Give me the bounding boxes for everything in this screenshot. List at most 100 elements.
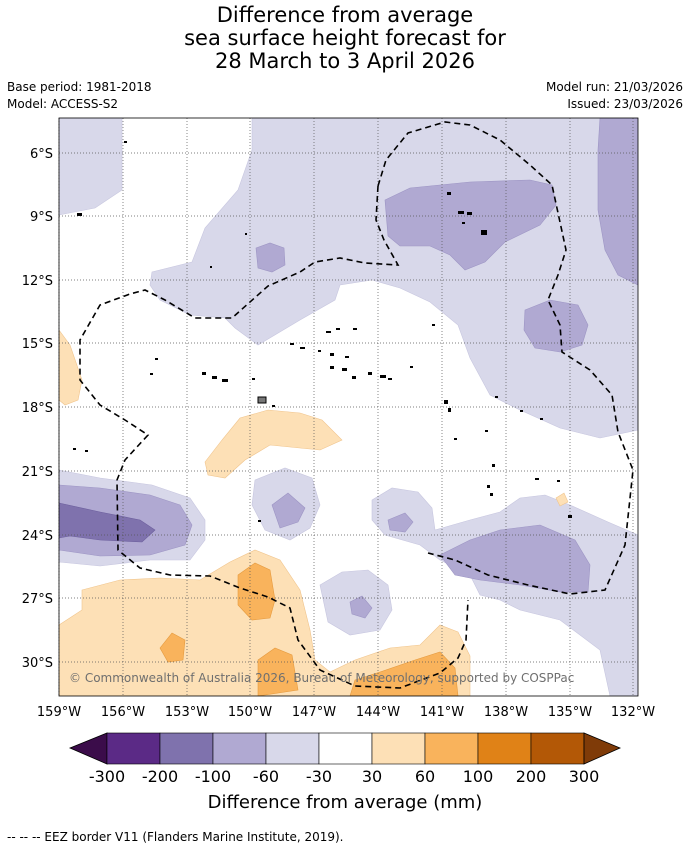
colorbar-extend-high xyxy=(583,732,622,765)
title-line-3: 28 March to 3 April 2026 xyxy=(215,49,475,73)
colorbar-ticks: -300 -200 -100 -60 -30 30 60 100 200 300 xyxy=(89,767,599,786)
colorbar-segment xyxy=(159,732,214,765)
colorbar-tick: -200 xyxy=(142,767,178,786)
model-run: Model run: 21/03/2026 xyxy=(545,80,683,94)
lat-label: 30°S xyxy=(22,656,53,671)
lon-label: 153°W xyxy=(165,705,209,720)
lat-label: 24°S xyxy=(22,529,53,544)
island xyxy=(557,480,560,482)
eez-legend: -- -- -- EEZ border V11 (Flanders Marine… xyxy=(7,830,344,844)
anomaly-region xyxy=(59,118,123,216)
anomaly-region xyxy=(237,562,276,621)
colorbar-segment xyxy=(318,732,373,765)
colorbar-segment xyxy=(477,732,532,765)
copyright-notice: © Commonwealth of Australia 2026, Bureau… xyxy=(69,671,574,685)
anomaly-region xyxy=(159,632,186,663)
lon-label: 138°W xyxy=(484,705,528,720)
lat-label: 9°S xyxy=(30,210,53,225)
island xyxy=(326,331,331,333)
island xyxy=(410,366,413,368)
lon-label: 156°W xyxy=(101,705,145,720)
island xyxy=(252,378,255,380)
colorbar-tick: -30 xyxy=(306,767,332,786)
island xyxy=(448,408,451,412)
island xyxy=(73,448,76,450)
lon-label: 147°W xyxy=(292,705,336,720)
island xyxy=(535,478,539,480)
eez-borders xyxy=(79,121,634,689)
island xyxy=(352,376,356,379)
island xyxy=(342,368,347,371)
anomaly-region xyxy=(204,409,343,479)
island xyxy=(492,464,495,467)
island xyxy=(380,375,386,378)
island xyxy=(257,396,267,404)
colorbar-extend-low xyxy=(68,732,108,765)
lon-label: 132°W xyxy=(611,705,655,720)
island xyxy=(540,418,543,420)
lon-label: 135°W xyxy=(548,705,592,720)
anomaly-region xyxy=(59,329,83,406)
chart-title: Difference from average sea surface heig… xyxy=(0,4,690,73)
lat-label: 15°S xyxy=(22,337,53,352)
island xyxy=(353,328,357,330)
colorbar-segment xyxy=(265,732,320,765)
island xyxy=(155,358,158,360)
islands xyxy=(73,141,572,522)
colorbar-tick: 60 xyxy=(415,767,435,786)
island xyxy=(300,347,305,349)
island xyxy=(77,213,82,216)
island xyxy=(150,373,153,375)
anomaly-region xyxy=(523,299,589,353)
island xyxy=(330,353,334,356)
title-line-1: Difference from average xyxy=(216,3,474,27)
anomaly-field xyxy=(59,118,638,696)
issued-date: Issued: 23/03/2026 xyxy=(567,97,683,111)
anomaly-region xyxy=(597,118,638,286)
island xyxy=(462,222,465,224)
anomaly-region xyxy=(384,179,557,271)
island xyxy=(454,438,457,440)
colorbar-tick: 100 xyxy=(463,767,494,786)
colorbar-segment xyxy=(212,732,267,765)
anomaly-region xyxy=(59,502,156,543)
anomaly-region xyxy=(271,492,306,529)
meta-left: Base period: 1981-2018 Model: ACCESS-S2 xyxy=(7,79,152,113)
island xyxy=(432,324,435,326)
island xyxy=(85,450,88,452)
colorbar-tick: 30 xyxy=(362,767,382,786)
island xyxy=(202,372,206,375)
island xyxy=(290,343,294,345)
colorbar-tick: 200 xyxy=(516,767,547,786)
base-period: Base period: 1981-2018 xyxy=(7,80,152,94)
island xyxy=(258,520,261,522)
eez-border xyxy=(377,121,634,595)
island xyxy=(458,211,464,214)
island xyxy=(330,366,334,369)
lat-label: 6°S xyxy=(30,147,53,162)
lat-label: 12°S xyxy=(22,274,53,289)
island xyxy=(210,266,212,268)
island xyxy=(520,410,523,412)
island xyxy=(124,141,127,143)
lat-label: 18°S xyxy=(22,401,53,416)
anomaly-region xyxy=(349,651,459,696)
colorbar xyxy=(68,732,622,765)
anomaly-region xyxy=(439,524,591,593)
island xyxy=(272,405,275,407)
colorbar-tick: -300 xyxy=(89,767,125,786)
meta-right: Model run: 21/03/2026 Issued: 23/03/2026 xyxy=(546,79,683,113)
colorbar-segment xyxy=(371,732,426,765)
anomaly-region xyxy=(387,512,414,533)
anomaly-region xyxy=(59,549,471,696)
anomaly-region xyxy=(349,595,373,619)
lat-label: 27°S xyxy=(22,592,53,607)
lon-label: 150°W xyxy=(228,705,272,720)
island xyxy=(336,328,340,330)
model-name: Model: ACCESS-S2 xyxy=(7,97,119,111)
colorbar-segment xyxy=(106,732,161,765)
island xyxy=(318,350,321,352)
title-line-2: sea surface height forecast for xyxy=(184,26,506,50)
colorbar-tick: -60 xyxy=(253,767,279,786)
island xyxy=(222,379,228,382)
